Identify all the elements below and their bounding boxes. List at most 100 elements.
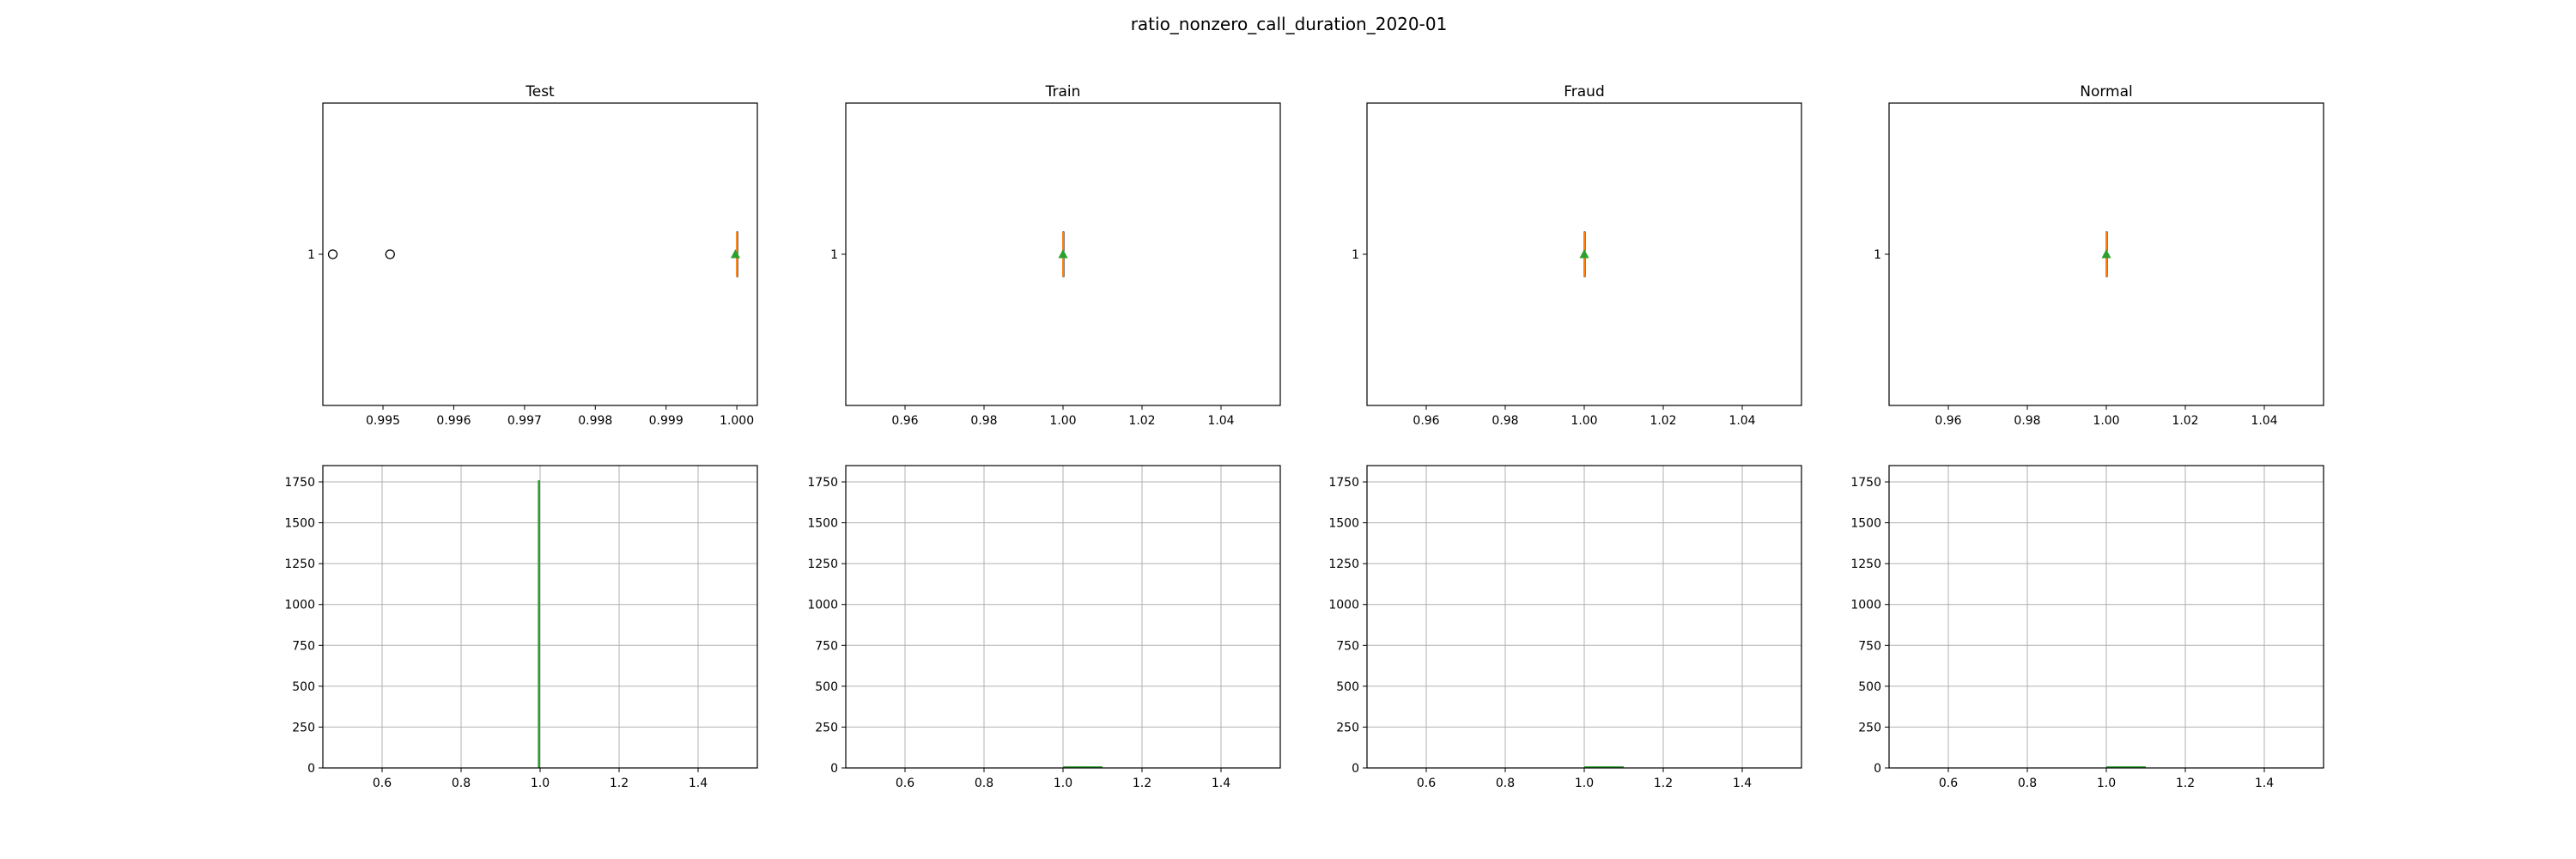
- x-tick-label: 1.00: [2093, 414, 2119, 428]
- x-tick-label: 0.98: [970, 414, 997, 428]
- x-tick-label: 1.04: [1207, 414, 1234, 428]
- x-tick-label: 1.2: [2176, 777, 2195, 790]
- boxplot-panel-1: Test 1 0.995 0.996 0.997 0.998 0.999 1.000: [307, 83, 758, 428]
- y-tick-label: 1250: [1850, 557, 1881, 571]
- x-tick-label: 1.0: [1575, 777, 1594, 790]
- x-tick-label: 0.8: [2018, 777, 2037, 790]
- panel-title: Fraud: [1564, 83, 1605, 101]
- x-tick-label: 0.6: [1939, 777, 1958, 790]
- x-tick-label: 1.2: [1654, 777, 1673, 790]
- y-tick-label: 0: [830, 762, 838, 776]
- y-tick-label: 250: [1336, 721, 1359, 734]
- mean-marker: [2101, 249, 2111, 259]
- axes-frame: [322, 102, 758, 406]
- y-tick-label: 1000: [807, 599, 838, 612]
- y-tick-label: 750: [815, 639, 838, 653]
- y-tick-label: 500: [815, 680, 838, 694]
- x-tick-label: 1.4: [1212, 777, 1230, 790]
- boxplot-panel-3: Fraud 1 0.96 0.98 1.00 1.02 1.04: [1352, 83, 1802, 428]
- y-tick-label: 500: [292, 680, 315, 694]
- x-tick-label: 1.04: [1728, 414, 1755, 428]
- y-tick-label: 500: [1336, 680, 1359, 694]
- y-tick-label: 1500: [807, 517, 838, 531]
- x-tick-label: 0.98: [1492, 414, 1518, 428]
- x-tick-label: 1.02: [1128, 414, 1155, 428]
- mean-marker: [1579, 249, 1589, 259]
- x-tick-label: 1.000: [720, 414, 754, 428]
- x-tick-label: 1.4: [2255, 777, 2274, 790]
- axes-frame: [845, 465, 1281, 769]
- x-tick-label: 0.6: [896, 777, 914, 790]
- y-tick-label: 750: [292, 639, 315, 653]
- y-tick-label: 250: [292, 721, 315, 734]
- x-tick-label: 0.96: [1935, 414, 1961, 428]
- x-tick-label: 0.996: [436, 414, 471, 428]
- x-tick-label: 1.4: [689, 777, 708, 790]
- axes-frame: [1366, 102, 1802, 406]
- histogram-bar: [538, 480, 540, 768]
- y-tick-label: 1250: [284, 557, 315, 571]
- outlier-point: [327, 249, 338, 259]
- panel-title: Train: [1045, 83, 1081, 101]
- figure-title: ratio_nonzero_call_duration_2020-01: [1131, 14, 1448, 34]
- mean-marker: [1058, 249, 1068, 259]
- x-tick-label: 1.02: [2172, 414, 2198, 428]
- mean-marker: [730, 249, 740, 259]
- x-tick-label: 0.96: [891, 414, 918, 428]
- y-tick-label: 1250: [1328, 557, 1359, 571]
- axes-frame: [1888, 465, 2324, 769]
- y-tick-label: 250: [1858, 721, 1881, 734]
- y-tick-label: 750: [1858, 639, 1881, 653]
- y-tick-label: 1: [1874, 248, 1881, 262]
- y-tick-label: 1750: [1328, 476, 1359, 490]
- axes-frame: [1888, 102, 2324, 406]
- histogram-panel-4: 0 250 500 750 1000 1250 1500 1750 0.6 0.8 1.0 1.2 1.…: [1850, 465, 2324, 790]
- histogram-panel-2: 0 250 500 750 1000 1250 1500 1750 0.6 0.8 1.0 1.2 1.…: [807, 465, 1281, 790]
- histogram-bar: [2106, 766, 2146, 768]
- boxplot-panel-2: Train 1 0.96 0.98 1.00 1.02 1.04: [830, 83, 1281, 428]
- x-tick-label: 0.997: [507, 414, 542, 428]
- y-tick-label: 1750: [284, 476, 315, 490]
- histogram-bar: [1584, 766, 1624, 768]
- axes-frame: [1366, 465, 1802, 769]
- x-tick-label: 1.02: [1649, 414, 1676, 428]
- x-tick-label: 1.2: [1133, 777, 1151, 790]
- axes-frame: [322, 465, 758, 769]
- x-tick-label: 1.00: [1049, 414, 1076, 428]
- panel-title: Normal: [2080, 83, 2133, 101]
- y-tick-label: 1000: [1850, 599, 1881, 612]
- y-tick-label: 1: [830, 248, 838, 262]
- x-tick-label: 1.04: [2251, 414, 2277, 428]
- axes-frame: [845, 102, 1281, 406]
- x-tick-label: 1.2: [610, 777, 629, 790]
- y-tick-label: 750: [1336, 639, 1359, 653]
- y-tick-label: 1750: [1850, 476, 1881, 490]
- x-tick-label: 1.0: [531, 777, 550, 790]
- histogram-bar: [1063, 766, 1103, 768]
- y-tick-label: 1000: [1328, 599, 1359, 612]
- x-tick-label: 0.6: [373, 777, 392, 790]
- x-tick-label: 0.98: [2014, 414, 2040, 428]
- y-tick-label: 1500: [1850, 517, 1881, 531]
- x-tick-label: 1.0: [1054, 777, 1072, 790]
- x-tick-label: 0.999: [649, 414, 683, 428]
- y-tick-label: 1500: [284, 517, 315, 531]
- panel-title: Test: [525, 83, 555, 101]
- y-tick-label: 0: [1352, 762, 1359, 776]
- x-tick-label: 0.998: [578, 414, 612, 428]
- x-tick-label: 0.96: [1413, 414, 1439, 428]
- histogram-panel-1: 0 250 500 750 1000 1250 1500 1750 0.6 0.8 1.0 1.2 1.…: [284, 465, 758, 790]
- boxplot-panel-4: Normal 1 0.96 0.98 1.00 1.02 1.04: [1874, 83, 2324, 428]
- y-tick-label: 1: [307, 248, 315, 262]
- y-tick-label: 500: [1858, 680, 1881, 694]
- x-tick-label: 1.0: [2097, 777, 2116, 790]
- outlier-point: [385, 249, 395, 259]
- y-tick-label: 0: [1874, 762, 1881, 776]
- y-tick-label: 1000: [284, 599, 315, 612]
- x-tick-label: 0.995: [366, 414, 400, 428]
- x-tick-label: 1.4: [1733, 777, 1752, 790]
- y-tick-label: 1750: [807, 476, 838, 490]
